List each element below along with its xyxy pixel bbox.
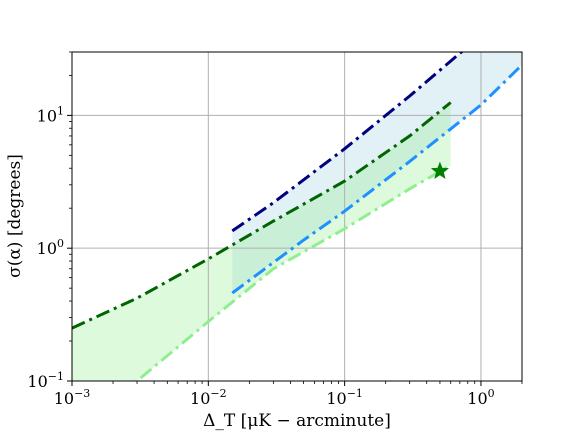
x-axis-label: Δ_T [μK − arcminute] xyxy=(203,411,391,431)
band-1 xyxy=(232,52,522,293)
y-axis-label: σ(α) [degrees] xyxy=(5,154,25,278)
x-tick-label-4: 100 xyxy=(467,387,494,408)
x-tick-label-2: 10−2 xyxy=(190,387,227,408)
y-tick-label-1: 10−1 xyxy=(27,370,64,391)
confidence-bands xyxy=(72,52,522,381)
series-line-3 xyxy=(72,101,452,330)
series-line-4 xyxy=(134,164,452,381)
plot-frame xyxy=(71,51,523,382)
band-2 xyxy=(72,102,451,381)
star-marker-1 xyxy=(430,161,450,180)
x-tick-label-1: 10−3 xyxy=(54,387,91,408)
markers xyxy=(430,161,450,180)
y-tick-label-3: 101 xyxy=(37,104,64,125)
series-lines xyxy=(72,52,522,381)
series-line-2 xyxy=(231,63,522,295)
x-tick-label-3: 10−1 xyxy=(326,387,363,408)
series-line-1 xyxy=(231,52,464,233)
y-tick-label-2: 100 xyxy=(37,237,64,258)
axis-ticks: 10−3 10−2 10−1 100 10−1 100 101 xyxy=(27,51,523,408)
